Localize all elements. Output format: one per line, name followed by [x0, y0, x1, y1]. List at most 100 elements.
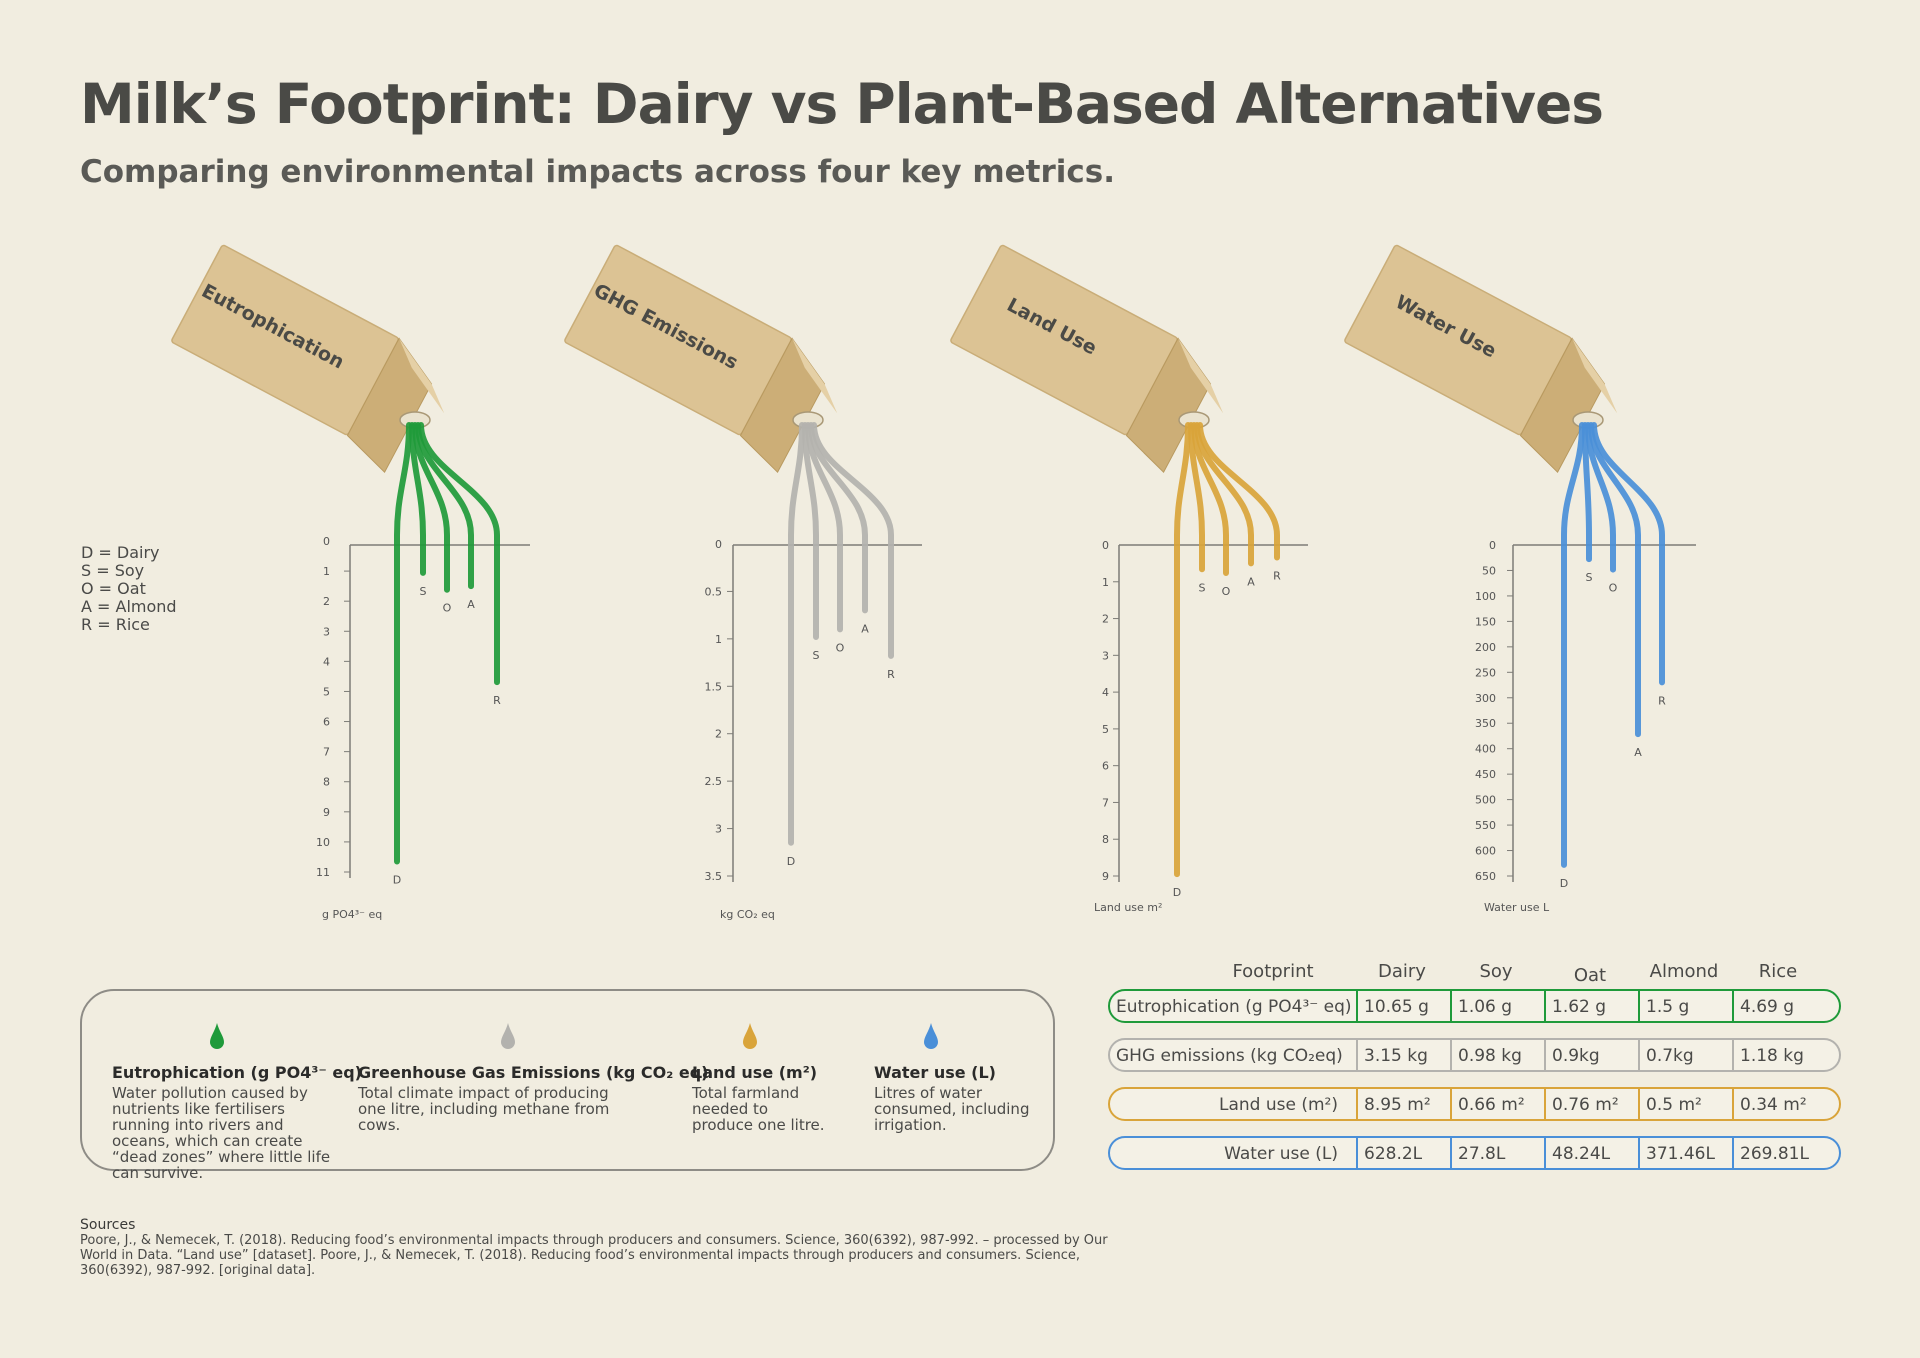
tick-label: 0: [1102, 539, 1109, 552]
stream-D: [394, 422, 412, 865]
tick-label: 7: [323, 746, 330, 759]
stream-R: [811, 422, 894, 659]
cell-divider: [1356, 1138, 1358, 1168]
stream-D: [1174, 422, 1191, 878]
stream-label-D: D: [1560, 877, 1568, 890]
table-cell: 1.62 g: [1552, 997, 1607, 1017]
table-cell: 1.18 kg: [1740, 1046, 1804, 1066]
axis-unit-label: g PO4³⁻ eq: [322, 908, 382, 921]
stream-O: [805, 422, 843, 633]
stream-S: [1188, 422, 1205, 573]
cell-divider: [1356, 1040, 1358, 1070]
stream-label-D: D: [1173, 886, 1181, 899]
table-row-ghg: GHG emissions (kg CO₂eq) 3.15 kg 0.98 kg 0.…: [1108, 1038, 1841, 1072]
stream-label-O: O: [443, 602, 452, 615]
chart-water-use: Water Use0501001502002503003504004505005…: [1344, 244, 1696, 914]
row-metric: Eutrophication (g PO4³⁻ eq): [1116, 997, 1352, 1017]
tick-label: 650: [1475, 870, 1496, 883]
letter-key: D = Dairy S = Soy O = Oat A = Almond R =…: [81, 544, 177, 634]
tick-label: 100: [1475, 590, 1496, 603]
tick-label: 3: [323, 625, 330, 638]
tick-label: 3.5: [705, 870, 723, 883]
stream-S: [1582, 422, 1592, 563]
stream-label-D: D: [393, 873, 401, 886]
stream-S: [802, 422, 819, 640]
header-oat: Oat: [1573, 965, 1607, 986]
tick-label: 3: [1102, 649, 1109, 662]
tick-label: 2.5: [705, 775, 723, 788]
legend-title: Water use (L): [874, 1063, 996, 1082]
row-metric: Water use (L): [1224, 1144, 1338, 1164]
stream-label-A: A: [1634, 746, 1642, 759]
legend-ghg: Greenhouse Gas Emissions (kg CO₂ eq) Tot…: [358, 1023, 709, 1133]
tick-label: 350: [1475, 717, 1496, 730]
table-cell: 3.15 kg: [1364, 1046, 1428, 1066]
table-cell: 0.9kg: [1552, 1046, 1600, 1066]
legend-title: Greenhouse Gas Emissions (kg CO₂ eq): [358, 1063, 709, 1082]
stream-label-O: O: [836, 641, 845, 654]
blue-drop-icon: [924, 1023, 938, 1049]
tick-label: 6: [1102, 760, 1109, 773]
table-cell: 4.69 g: [1740, 997, 1795, 1017]
row-metric: GHG emissions (kg CO₂eq): [1116, 1046, 1343, 1066]
tick-label: 400: [1475, 743, 1496, 756]
legend-eutrophication: Eutrophication (g PO4³⁻ eq) Water pollut…: [112, 1023, 362, 1182]
tick-label: 9: [323, 806, 330, 819]
tick-label: 8: [1102, 833, 1109, 846]
carton-top: [792, 338, 838, 414]
footprint-table: Footprint Dairy Soy Oat Almond Rice Eutr…: [1108, 955, 1841, 1185]
tick-label: 50: [1482, 564, 1496, 577]
table-cell: 0.98 kg: [1458, 1046, 1522, 1066]
row-metric: Land use (m²): [1219, 1095, 1338, 1115]
cell-divider: [1450, 1138, 1452, 1168]
tick-label: 2: [323, 595, 330, 608]
key-dairy: D = Dairy: [81, 543, 160, 562]
stream-A: [1194, 422, 1254, 567]
legend-title: Eutrophication (g PO4³⁻ eq): [112, 1063, 362, 1082]
table-header: Footprint Dairy Soy Oat Almond Rice: [1108, 955, 1841, 989]
milk-carton-icon: [564, 244, 838, 474]
header-soy: Soy: [1479, 961, 1513, 982]
stream-A: [1588, 422, 1641, 738]
sources-heading: Sources: [80, 1217, 136, 1233]
tick-label: 200: [1475, 641, 1496, 654]
stream-label-R: R: [1273, 570, 1281, 583]
table-row-eutrophication: Eutrophication (g PO4³⁻ eq) 10.65 g 1.06 g…: [1108, 989, 1841, 1023]
sources-text: Poore, J., & Nemecek, T. (2018). Reducin…: [80, 1233, 1108, 1278]
cell-divider: [1638, 1089, 1640, 1119]
stream-A: [808, 422, 868, 614]
table-row-water-use: Water use (L) 628.2L 27.8L 48.24L 371.46L 269…: [1108, 1136, 1841, 1170]
tick-label: 1: [323, 565, 330, 578]
stream-label-A: A: [861, 622, 869, 635]
carton-side: [1519, 337, 1606, 474]
cell-divider: [1544, 1089, 1546, 1119]
tick-label: 10: [316, 836, 330, 849]
stream-S: [409, 422, 426, 576]
cell-divider: [1356, 991, 1358, 1021]
cell-divider: [1450, 991, 1452, 1021]
legend-land-use: Land use (m²) Total farmland needed to p…: [692, 1023, 832, 1133]
table-row-land-use: Land use (m²) 8.95 m² 0.66 m² 0.76 m² 0.5 m²…: [1108, 1087, 1841, 1121]
stream-label-S: S: [1586, 571, 1593, 584]
stream-label-A: A: [467, 598, 475, 611]
key-almond: A = Almond: [81, 597, 177, 616]
tick-label: 7: [1102, 796, 1109, 809]
table-cell: 27.8L: [1458, 1144, 1506, 1164]
tick-label: 4: [323, 655, 330, 668]
cell-divider: [1732, 1089, 1734, 1119]
tick-label: 8: [323, 776, 330, 789]
header-almond: Almond: [1649, 961, 1719, 982]
cell-divider: [1638, 991, 1640, 1021]
cell-divider: [1638, 1040, 1640, 1070]
cell-divider: [1732, 991, 1734, 1021]
axis-unit-label: Land use m²: [1094, 901, 1162, 914]
stream-label-R: R: [887, 668, 895, 681]
table-cell: 628.2L: [1364, 1144, 1423, 1164]
cell-divider: [1732, 1040, 1734, 1070]
stream-D: [1561, 422, 1585, 868]
legend-description: Water pollution caused by nutrients like…: [112, 1084, 331, 1182]
key-soy: S = Soy: [81, 561, 145, 580]
page-title: Milk’s Footprint: Dairy vs Plant-Based A…: [80, 72, 1604, 136]
